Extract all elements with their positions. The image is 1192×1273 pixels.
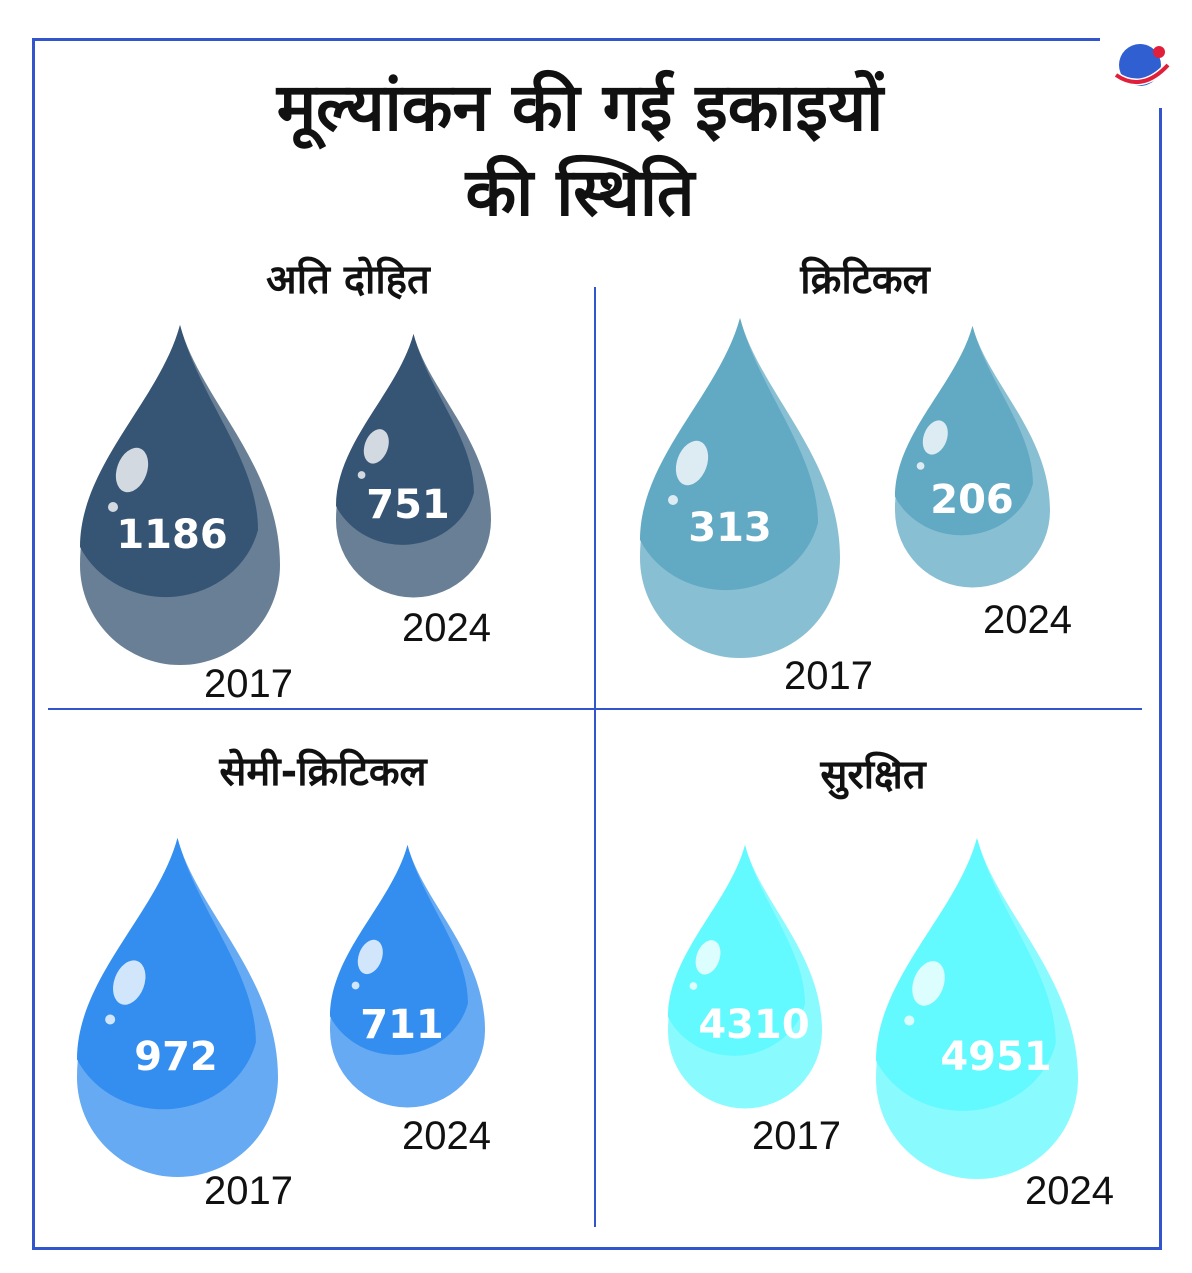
value-critical-2017: 313 [688,505,772,551]
page-title-line-2: की स्थिति [465,154,695,231]
year-critical-2017: 2017 [784,654,873,698]
year-critical-2024: 2024 [983,598,1072,642]
category-title-safe: सुरक्षित [820,752,926,798]
value-critical-2024: 206 [930,477,1014,523]
year-over-exploited-2017: 2017 [204,662,293,706]
globe-swoosh-icon [1114,44,1171,86]
drop-over-exploited-2017 [80,325,280,665]
value-safe-2017: 4310 [698,1002,810,1048]
value-over-exploited-2024: 751 [366,482,450,528]
infographic-frame [32,38,1162,1250]
value-semi-critical-2017: 972 [134,1034,218,1080]
year-semi-critical-2024: 2024 [402,1114,491,1158]
drop-safe-2024 [876,838,1078,1179]
category-title-critical: क्रिटिकल [800,257,930,303]
quadrant-divider-horizontal [48,708,1142,710]
year-over-exploited-2024: 2024 [402,606,491,650]
value-over-exploited-2017: 1186 [116,512,228,558]
drop-semi-critical-2024 [330,845,485,1108]
drop-critical-2024 [895,326,1050,588]
value-safe-2024: 4951 [940,1034,1052,1080]
quadrant-divider-vertical [594,287,596,1227]
page-title-line-1: मूल्यांकन की गई इकाइयों [276,69,884,146]
year-semi-critical-2017: 2017 [204,1169,293,1213]
category-title-semi-critical: सेमी-क्रिटिकल [219,749,427,795]
drop-semi-critical-2017 [77,838,278,1178]
drop-critical-2017 [640,318,840,658]
value-semi-critical-2024: 711 [360,1002,444,1048]
drop-over-exploited-2024 [336,334,491,598]
category-title-over-exploited: अति दोहित [266,257,430,303]
year-safe-2024: 2024 [1025,1169,1114,1213]
year-safe-2017: 2017 [752,1114,841,1158]
drop-safe-2017 [668,845,822,1109]
